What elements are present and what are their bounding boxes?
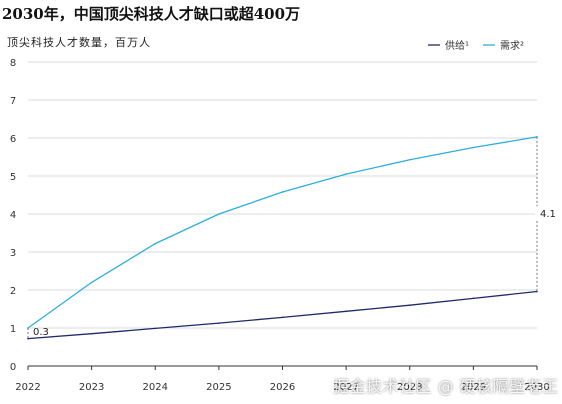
- y-tick-label: 1: [10, 324, 16, 335]
- x-tick-label: 2028: [397, 382, 422, 393]
- x-tick-label: 2029: [461, 382, 486, 393]
- data-point: [90, 332, 93, 335]
- data-point: [154, 327, 157, 330]
- series-line-supply: [27, 290, 538, 340]
- y-tick-label: 2: [10, 286, 16, 297]
- data-point: [27, 337, 29, 340]
- data-point: [345, 173, 347, 175]
- data-point: [281, 191, 284, 193]
- data-point: [90, 281, 93, 284]
- y-tick-label: 3: [10, 248, 16, 259]
- data-point: [408, 304, 411, 307]
- x-tick-label: 2022: [15, 382, 40, 393]
- data-point: [472, 297, 475, 300]
- y-tick-label: 8: [10, 58, 16, 69]
- watermark: 掘金技术社区 @ 硬核隔壁老王: [333, 377, 559, 396]
- x-tick-label: 2025: [206, 382, 231, 393]
- data-point: [154, 242, 157, 245]
- y-tick-label: 6: [10, 134, 16, 145]
- x-tick-label: 2026: [270, 382, 295, 393]
- y-axis-label: 顶尖科技人才数量，百万人: [7, 36, 151, 49]
- x-tick-label: 2027: [333, 382, 358, 393]
- y-tick-label: 4: [10, 210, 16, 221]
- chart-title: 2030年，中国顶尖科技人才缺口或超400万: [2, 5, 301, 23]
- data-point: [281, 316, 284, 319]
- data-point: [345, 310, 347, 313]
- gap-label-2030: 4.1: [540, 209, 556, 220]
- gap-label-bg: [535, 206, 555, 221]
- legend-label: 需求²: [500, 40, 524, 52]
- data-point: [408, 158, 411, 161]
- data-point: [218, 322, 220, 324]
- x-tick-label: 2024: [143, 382, 168, 393]
- data-point: [536, 290, 538, 293]
- y-tick-label: 7: [10, 96, 16, 107]
- y-tick-label: 5: [10, 172, 16, 183]
- legend-label: 供给¹: [445, 39, 469, 52]
- data-point: [472, 146, 475, 149]
- x-tick-label: 2023: [79, 382, 104, 393]
- y-tick-label: 0: [10, 362, 16, 373]
- data-point: [218, 213, 220, 215]
- gap-label-2022: 0.3: [33, 327, 49, 338]
- x-tick-label: 2030: [524, 382, 549, 393]
